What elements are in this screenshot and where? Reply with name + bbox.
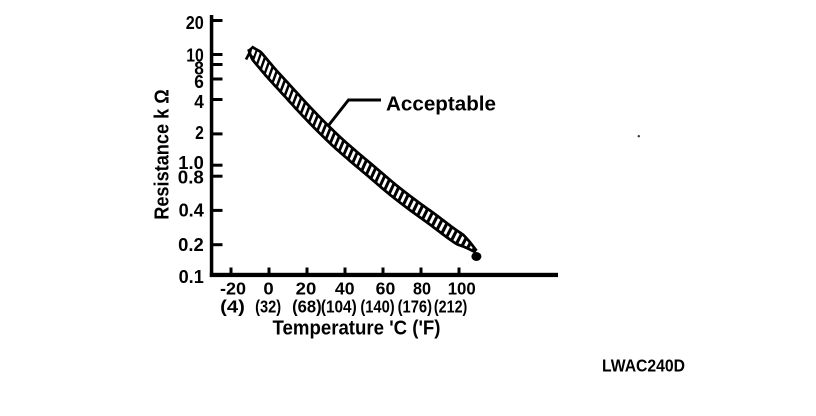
svg-text:10: 10 (186, 46, 204, 66)
svg-text:(140): (140) (360, 297, 394, 317)
svg-text:8: 8 (194, 59, 204, 79)
svg-text:Acceptable: Acceptable (386, 93, 496, 116)
svg-text:-20: -20 (220, 279, 246, 299)
svg-text:0.4: 0.4 (179, 201, 204, 221)
svg-text:0.1: 0.1 (179, 267, 204, 287)
svg-text:(176): (176) (398, 297, 432, 317)
svg-text:20: 20 (296, 279, 317, 299)
svg-text:60: 60 (376, 279, 396, 299)
svg-text:(104): (104) (321, 297, 357, 317)
svg-text:40: 40 (335, 279, 355, 299)
svg-text:(32): (32) (255, 297, 281, 317)
svg-text:0.2: 0.2 (178, 235, 204, 255)
svg-text:20: 20 (186, 13, 204, 33)
svg-text:0.8: 0.8 (178, 168, 204, 188)
svg-text:Resistance k Ω: Resistance k Ω (152, 89, 174, 220)
svg-text:(212): (212) (434, 297, 467, 317)
svg-text:(68): (68) (292, 297, 322, 317)
svg-text:4: 4 (194, 92, 204, 112)
svg-text:1.0: 1.0 (178, 153, 204, 173)
svg-text:100: 100 (448, 279, 476, 299)
svg-text:0: 0 (263, 279, 274, 299)
svg-text:LWAC240D: LWAC240D (602, 356, 685, 376)
svg-text:80: 80 (413, 279, 431, 299)
svg-text:Temperature 'C ('F): Temperature 'C ('F) (273, 318, 441, 340)
svg-text:(4): (4) (220, 297, 245, 317)
svg-text:6: 6 (194, 72, 204, 92)
svg-text:2: 2 (195, 123, 204, 143)
